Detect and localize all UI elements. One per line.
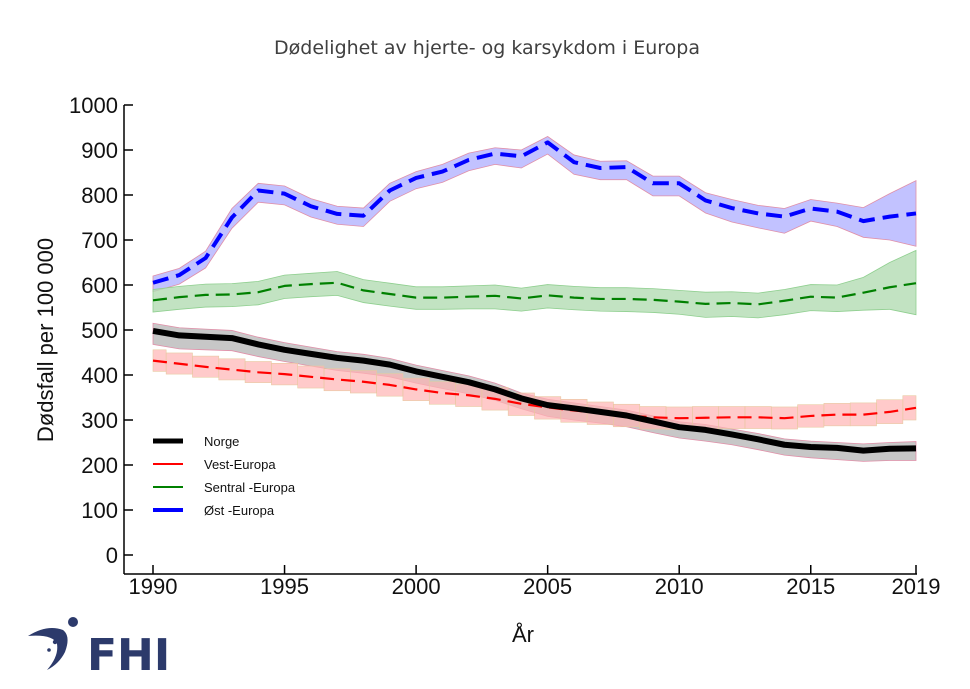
y-tick-label: 100: [81, 498, 118, 523]
y-tick-label: 900: [81, 138, 118, 163]
y-tick-label: 1000: [69, 93, 118, 118]
series-lines: [152, 140, 917, 454]
y-ticks: 0 100 200 300 400 500 600 700 800 900 1000: [69, 93, 133, 568]
x-tick-label: 2019: [892, 574, 941, 599]
legend: Norge Vest-Europa Sentral -Europa Øst -Euro…: [153, 434, 296, 518]
øst-europa-line: [152, 140, 917, 285]
x-tick-label: 2010: [655, 574, 704, 599]
sentral-europa-line: [152, 281, 917, 306]
y-tick-label: 0: [106, 543, 118, 568]
x-tick-label: 2000: [392, 574, 441, 599]
fhi-logo-text: FHI: [87, 630, 170, 676]
fhi-logo: FHI: [28, 617, 170, 676]
y-tick-label: 800: [81, 183, 118, 208]
chart-title: Dødelighet av hjerte- og karsykdom i Eur…: [274, 37, 700, 59]
x-axis-label: År: [512, 622, 534, 647]
y-tick-label: 700: [81, 228, 118, 253]
x-tick-label: 1990: [129, 574, 178, 599]
y-tick-label: 600: [81, 273, 118, 298]
sentral-europa-confidence-band: [152, 249, 917, 319]
legend-label: Øst -Europa: [204, 503, 275, 518]
øst-europa-confidence-band: [152, 136, 917, 293]
vest-europa-line: [152, 359, 917, 420]
y-tick-label: 500: [81, 318, 118, 343]
x-tick-label: 1995: [260, 574, 309, 599]
fhi-logo-icon: [28, 617, 78, 670]
norge-line: [152, 327, 917, 454]
legend-label: Vest-Europa: [204, 457, 276, 472]
legend-label: Sentral -Europa: [204, 480, 296, 495]
y-tick-label: 400: [81, 363, 118, 388]
x-tick-label: 2005: [523, 574, 572, 599]
x-ticks: 1990 1995 2000 2005 2010 2015 2019: [129, 565, 941, 599]
x-tick-label: 2015: [786, 574, 835, 599]
y-axis-label: Dødsfall per 100 000: [33, 238, 58, 442]
legend-label: Norge: [204, 434, 239, 449]
y-tick-label: 300: [81, 408, 118, 433]
y-tick-label: 200: [81, 453, 118, 478]
